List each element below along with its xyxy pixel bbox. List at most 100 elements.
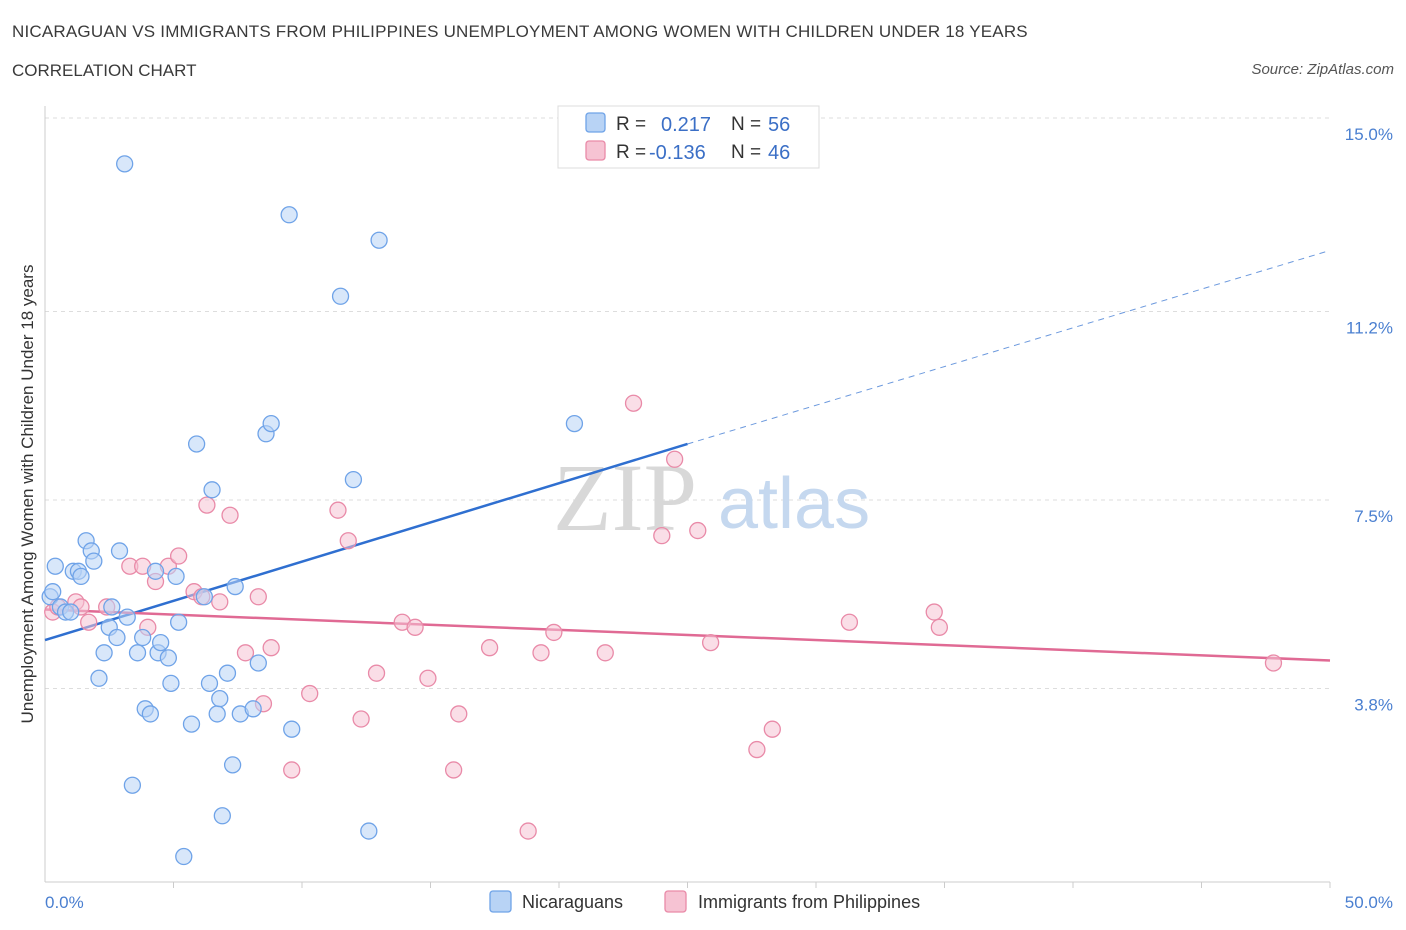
point-nicaraguans-35 bbox=[200, 674, 219, 693]
point-philippines-30 bbox=[444, 761, 463, 779]
point-philippines-11 bbox=[169, 547, 188, 565]
point-nicaraguans-16 bbox=[110, 542, 129, 560]
point-nicaraguans-19 bbox=[123, 776, 142, 794]
stats-swatch-nicaraguans bbox=[585, 112, 606, 133]
stats-n-value-1: 56 bbox=[768, 114, 790, 136]
axes bbox=[44, 106, 1331, 888]
point-nicaraguans-54 bbox=[72, 567, 90, 586]
stats-r-value-1: 0.217 bbox=[661, 114, 711, 136]
point-philippines-33 bbox=[519, 822, 537, 840]
point-nicaraguans-20 bbox=[128, 644, 147, 662]
point-philippines-36 bbox=[596, 644, 614, 662]
point-nicaraguans-31 bbox=[175, 847, 193, 866]
point-nicaraguans-23 bbox=[141, 705, 160, 723]
point-nicaraguans-12 bbox=[95, 644, 113, 662]
point-nicaraguans-40 bbox=[223, 756, 242, 774]
point-nicaraguans-34 bbox=[195, 588, 213, 606]
point-nicaraguans-46 bbox=[262, 414, 280, 433]
point-nicaraguans-21 bbox=[134, 628, 152, 647]
point-philippines-46 bbox=[930, 618, 949, 636]
trendlines bbox=[44, 249, 1331, 662]
point-philippines-15 bbox=[211, 593, 229, 611]
source-credit: Source: ZipAtlas.com bbox=[1251, 61, 1394, 78]
point-nicaraguans-44 bbox=[249, 654, 267, 672]
point-nicaraguans-11 bbox=[90, 669, 108, 687]
point-philippines-16 bbox=[221, 506, 239, 524]
point-nicaraguans-29 bbox=[167, 567, 185, 586]
point-philippines-38 bbox=[653, 527, 671, 545]
point-philippines-18 bbox=[249, 588, 267, 606]
point-nicaraguans-10 bbox=[85, 552, 103, 570]
point-nicaraguans-36 bbox=[203, 481, 221, 499]
point-philippines-23 bbox=[329, 501, 347, 519]
point-nicaraguans-15 bbox=[108, 628, 126, 647]
point-nicaraguans-17 bbox=[118, 608, 136, 626]
point-philippines-4 bbox=[80, 613, 98, 631]
legend-swatch-nicaraguans bbox=[489, 890, 512, 913]
point-nicaraguans-28 bbox=[162, 674, 180, 693]
trendline-nicaraguans bbox=[44, 442, 688, 642]
point-philippines-34 bbox=[532, 644, 550, 662]
point-nicaraguans-50 bbox=[344, 470, 363, 489]
point-philippines-43 bbox=[763, 720, 781, 738]
stats-n-label-2: N = bbox=[731, 142, 761, 163]
trendline-nicaraguans-extension bbox=[687, 249, 1331, 445]
y-tick-label-0: 3.8% bbox=[1354, 695, 1393, 714]
stats-n-value-2: 46 bbox=[768, 142, 790, 164]
point-philippines-42 bbox=[748, 740, 766, 759]
trendline-philippines bbox=[44, 608, 1331, 662]
point-philippines-21 bbox=[283, 761, 301, 779]
point-nicaraguans-37 bbox=[208, 705, 226, 723]
gridlines bbox=[45, 117, 1330, 689]
tick-labels: 3.8% 7.5% 11.2% 15.0% 0.0% 50.0% bbox=[45, 125, 1393, 912]
watermark-atlas: atlas bbox=[718, 464, 870, 544]
watermark: ZIP atlas bbox=[553, 444, 870, 551]
chart-title: NICARAGUAN VS IMMIGRANTS FROM PHILIPPINE… bbox=[12, 22, 1028, 41]
point-philippines-44 bbox=[840, 613, 859, 631]
point-philippines-41 bbox=[701, 633, 720, 652]
point-nicaraguans-24 bbox=[146, 562, 165, 580]
y-axis-title: Unemployment Among Women with Children U… bbox=[18, 265, 37, 724]
point-philippines-35 bbox=[545, 623, 563, 642]
point-nicaraguans-51 bbox=[360, 822, 378, 840]
point-nicaraguans-18 bbox=[116, 155, 134, 173]
legend-label-philippines: Immigrants from Philippines bbox=[698, 892, 920, 912]
point-philippines-14 bbox=[198, 496, 216, 514]
point-philippines-25 bbox=[352, 710, 370, 728]
y-tick-label-2: 11.2% bbox=[1346, 319, 1393, 338]
point-nicaraguans-1 bbox=[44, 583, 62, 601]
point-philippines-37 bbox=[624, 394, 643, 412]
data-points bbox=[41, 155, 1283, 866]
point-nicaraguans-49 bbox=[331, 287, 350, 305]
point-nicaraguans-55 bbox=[213, 807, 231, 825]
point-philippines-45 bbox=[925, 603, 943, 621]
point-nicaraguans-14 bbox=[103, 598, 121, 616]
y-tick-label-1: 7.5% bbox=[1354, 507, 1393, 526]
legend-swatch-philippines bbox=[664, 890, 687, 913]
point-philippines-22 bbox=[301, 684, 319, 703]
point-philippines-31 bbox=[450, 705, 468, 723]
stats-n-label-1: N = bbox=[731, 114, 761, 135]
point-nicaraguans-27 bbox=[159, 649, 178, 667]
point-philippines-39 bbox=[666, 450, 684, 468]
stats-r-label-1: R = bbox=[616, 114, 646, 135]
point-nicaraguans-32 bbox=[182, 715, 201, 733]
point-nicaraguans-5 bbox=[62, 603, 80, 621]
point-nicaraguans-41 bbox=[226, 577, 244, 596]
series-legend: Nicaraguans Immigrants from Philippines bbox=[489, 890, 920, 913]
stats-swatch-philippines bbox=[585, 140, 606, 161]
point-philippines-47 bbox=[1264, 654, 1283, 672]
legend-label-nicaraguans: Nicaraguans bbox=[522, 892, 623, 912]
point-nicaraguans-26 bbox=[151, 633, 170, 652]
point-philippines-17 bbox=[236, 644, 255, 662]
point-nicaraguans-33 bbox=[187, 435, 206, 453]
point-philippines-26 bbox=[367, 664, 386, 682]
point-nicaraguans-38 bbox=[211, 689, 229, 708]
point-nicaraguans-30 bbox=[169, 613, 188, 631]
stats-r-label-2: R = bbox=[616, 142, 646, 163]
point-nicaraguans-43 bbox=[244, 700, 262, 718]
point-nicaraguans-53 bbox=[565, 414, 584, 433]
point-nicaraguans-47 bbox=[280, 206, 298, 224]
point-nicaraguans-52 bbox=[370, 231, 388, 249]
